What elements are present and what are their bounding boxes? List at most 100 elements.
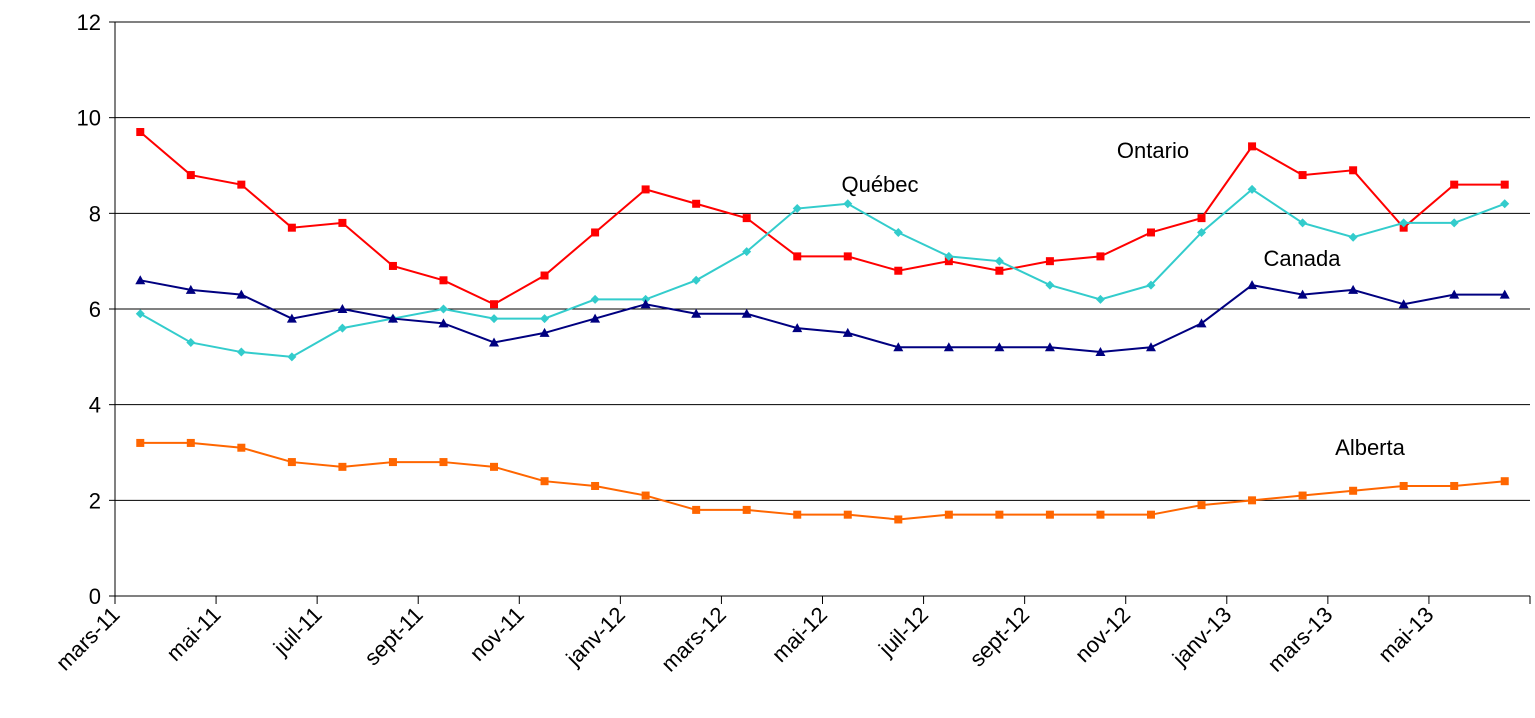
marker	[1145, 342, 1156, 352]
x-tick-label: mai-12	[767, 602, 832, 667]
marker	[1399, 218, 1409, 228]
marker	[287, 223, 296, 232]
marker	[943, 342, 954, 352]
marker	[742, 214, 751, 223]
marker	[1197, 501, 1206, 510]
marker	[388, 261, 397, 270]
marker	[438, 304, 448, 314]
y-tick-label: 8	[89, 201, 101, 226]
marker	[1248, 496, 1257, 505]
marker	[186, 438, 195, 447]
marker	[842, 327, 853, 337]
marker	[1449, 289, 1460, 299]
marker	[1399, 481, 1408, 490]
marker	[1045, 510, 1054, 519]
marker	[1095, 347, 1106, 357]
marker	[1197, 214, 1206, 223]
series-label: Canada	[1263, 246, 1341, 271]
marker	[1500, 180, 1509, 189]
marker	[742, 247, 752, 257]
marker	[691, 308, 702, 318]
marker	[1146, 228, 1155, 237]
marker	[1196, 318, 1207, 328]
marker	[136, 128, 145, 137]
marker	[338, 218, 347, 227]
x-tick-label: mars-13	[1263, 602, 1338, 677]
marker	[944, 251, 954, 261]
marker	[489, 337, 500, 347]
marker	[843, 510, 852, 519]
series-line	[140, 441, 1505, 521]
marker	[1298, 218, 1308, 228]
marker	[1298, 491, 1307, 500]
marker	[741, 308, 752, 318]
marker	[1247, 280, 1258, 290]
marker	[1449, 218, 1459, 228]
marker	[692, 505, 701, 514]
marker	[1450, 180, 1459, 189]
marker	[338, 462, 347, 471]
series-label: Ontario	[1117, 138, 1189, 163]
marker	[994, 342, 1005, 352]
marker	[1044, 342, 1055, 352]
x-tick-label: mai-13	[1373, 602, 1438, 667]
marker	[539, 327, 550, 337]
marker	[640, 299, 651, 309]
x-tick-label: juil-11	[268, 602, 327, 661]
marker	[287, 352, 297, 362]
marker	[237, 443, 246, 452]
marker	[792, 204, 802, 214]
series-label: Alberta	[1335, 435, 1405, 460]
marker	[995, 510, 1004, 519]
y-tick-label: 10	[77, 106, 101, 131]
marker	[691, 275, 701, 285]
marker	[1500, 199, 1510, 209]
x-tick-label: sept-12	[965, 602, 1035, 672]
marker	[186, 171, 195, 180]
marker	[995, 266, 1004, 275]
marker	[893, 342, 904, 352]
x-tick-label: nov-11	[465, 602, 529, 666]
marker	[590, 313, 601, 323]
marker	[843, 199, 853, 209]
x-tick-label: sept-11	[359, 602, 427, 670]
x-tick-label: mars-11	[51, 602, 125, 676]
marker	[540, 314, 550, 324]
marker	[944, 257, 953, 266]
y-tick-label: 12	[77, 10, 101, 35]
marker	[1095, 294, 1105, 304]
marker	[387, 313, 398, 323]
marker	[1348, 284, 1359, 294]
y-tick-label: 4	[89, 393, 101, 418]
marker	[1348, 232, 1358, 242]
marker	[1096, 252, 1105, 261]
x-tick-label: mai-11	[162, 602, 226, 666]
marker	[439, 276, 448, 285]
marker	[490, 300, 499, 309]
series-line	[139, 188, 1506, 358]
marker	[641, 185, 650, 194]
marker	[185, 284, 196, 294]
marker	[1146, 510, 1155, 519]
marker	[1096, 510, 1105, 519]
marker	[1499, 289, 1510, 299]
marker	[1045, 280, 1055, 290]
marker	[1248, 142, 1257, 151]
series-line	[139, 131, 1505, 306]
marker	[1197, 227, 1207, 237]
marker	[893, 227, 903, 237]
marker	[1146, 280, 1156, 290]
marker	[1500, 477, 1509, 486]
marker	[591, 228, 600, 237]
marker	[540, 271, 549, 280]
marker	[894, 515, 903, 524]
marker	[894, 266, 903, 275]
marker	[439, 458, 448, 467]
marker	[237, 180, 246, 189]
marker	[591, 481, 600, 490]
marker	[641, 491, 650, 500]
x-tick-label: janv-12	[560, 602, 629, 671]
marker	[489, 314, 499, 324]
marker	[136, 438, 145, 447]
